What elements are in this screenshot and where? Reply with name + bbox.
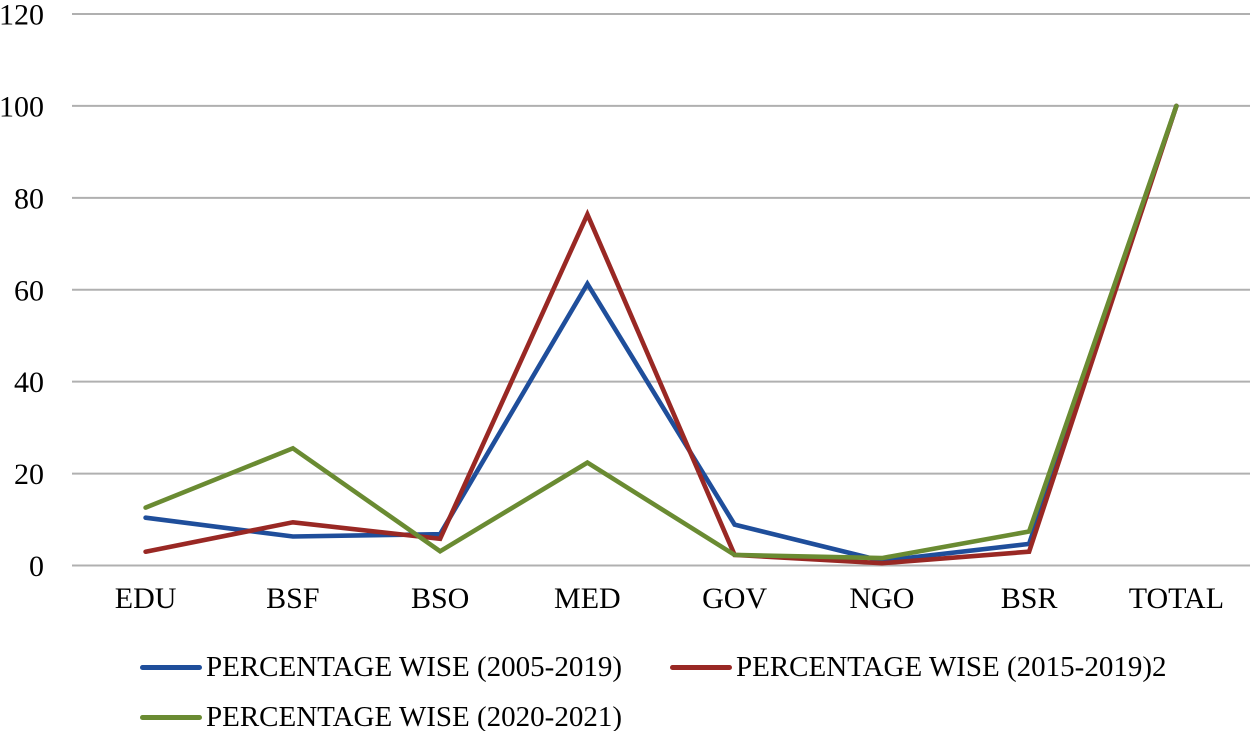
legend-item: PERCENTAGE WISE (2015-2019)2 bbox=[670, 652, 1167, 682]
x-category-label: EDU bbox=[115, 582, 177, 615]
legend-series-label: PERCENTAGE WISE (2015-2019)2 bbox=[736, 651, 1167, 683]
gridlines bbox=[72, 13, 1250, 567]
x-category-label: BSR bbox=[1001, 582, 1058, 615]
legend-item: PERCENTAGE WISE (2005-2019) bbox=[140, 652, 622, 682]
x-category-label: TOTAL bbox=[1129, 582, 1224, 615]
y-tick-label: 80 bbox=[14, 182, 44, 215]
legend-series-label: PERCENTAGE WISE (2005-2019) bbox=[206, 651, 622, 683]
x-category-label: MED bbox=[554, 582, 621, 615]
series-line-2 bbox=[143, 103, 1179, 566]
legend-row: PERCENTAGE WISE (2020-2021) bbox=[140, 702, 1250, 731]
series-lines bbox=[143, 103, 1179, 566]
legend-row: PERCENTAGE WISE (2005-2019) PERCENTAGE WI… bbox=[140, 652, 1250, 682]
y-tick-label: 120 bbox=[0, 0, 44, 32]
legend: PERCENTAGE WISE (2005-2019) PERCENTAGE WI… bbox=[0, 652, 1250, 731]
x-category-label: NGO bbox=[849, 582, 914, 615]
legend-swatch-icon bbox=[670, 664, 732, 670]
y-tick-label: 20 bbox=[14, 458, 44, 491]
legend-item: PERCENTAGE WISE (2020-2021) bbox=[140, 702, 622, 731]
x-category-label: BSF bbox=[266, 582, 319, 615]
legend-swatch-icon bbox=[140, 714, 202, 720]
y-axis-tick-labels: 0 20 40 60 80 100 120 bbox=[0, 0, 44, 583]
series-line-3 bbox=[143, 103, 1179, 561]
x-category-label: GOV bbox=[702, 582, 767, 615]
y-tick-label: 100 bbox=[0, 90, 44, 123]
x-axis-category-labels: EDU BSF BSO MED GOV NGO BSR TOTAL bbox=[115, 582, 1224, 615]
plot-area: 0 20 40 60 80 100 120 EDU BSF BSO MED GOV NGO BSR TOT… bbox=[0, 0, 1250, 615]
y-tick-label: 40 bbox=[14, 366, 44, 399]
legend-swatch-icon bbox=[140, 664, 202, 670]
y-tick-label: 0 bbox=[29, 550, 44, 583]
x-category-label: BSO bbox=[411, 582, 469, 615]
series-line-1 bbox=[143, 103, 1179, 564]
y-tick-label: 60 bbox=[14, 274, 44, 307]
legend-series-label: PERCENTAGE WISE (2020-2021) bbox=[206, 701, 622, 731]
